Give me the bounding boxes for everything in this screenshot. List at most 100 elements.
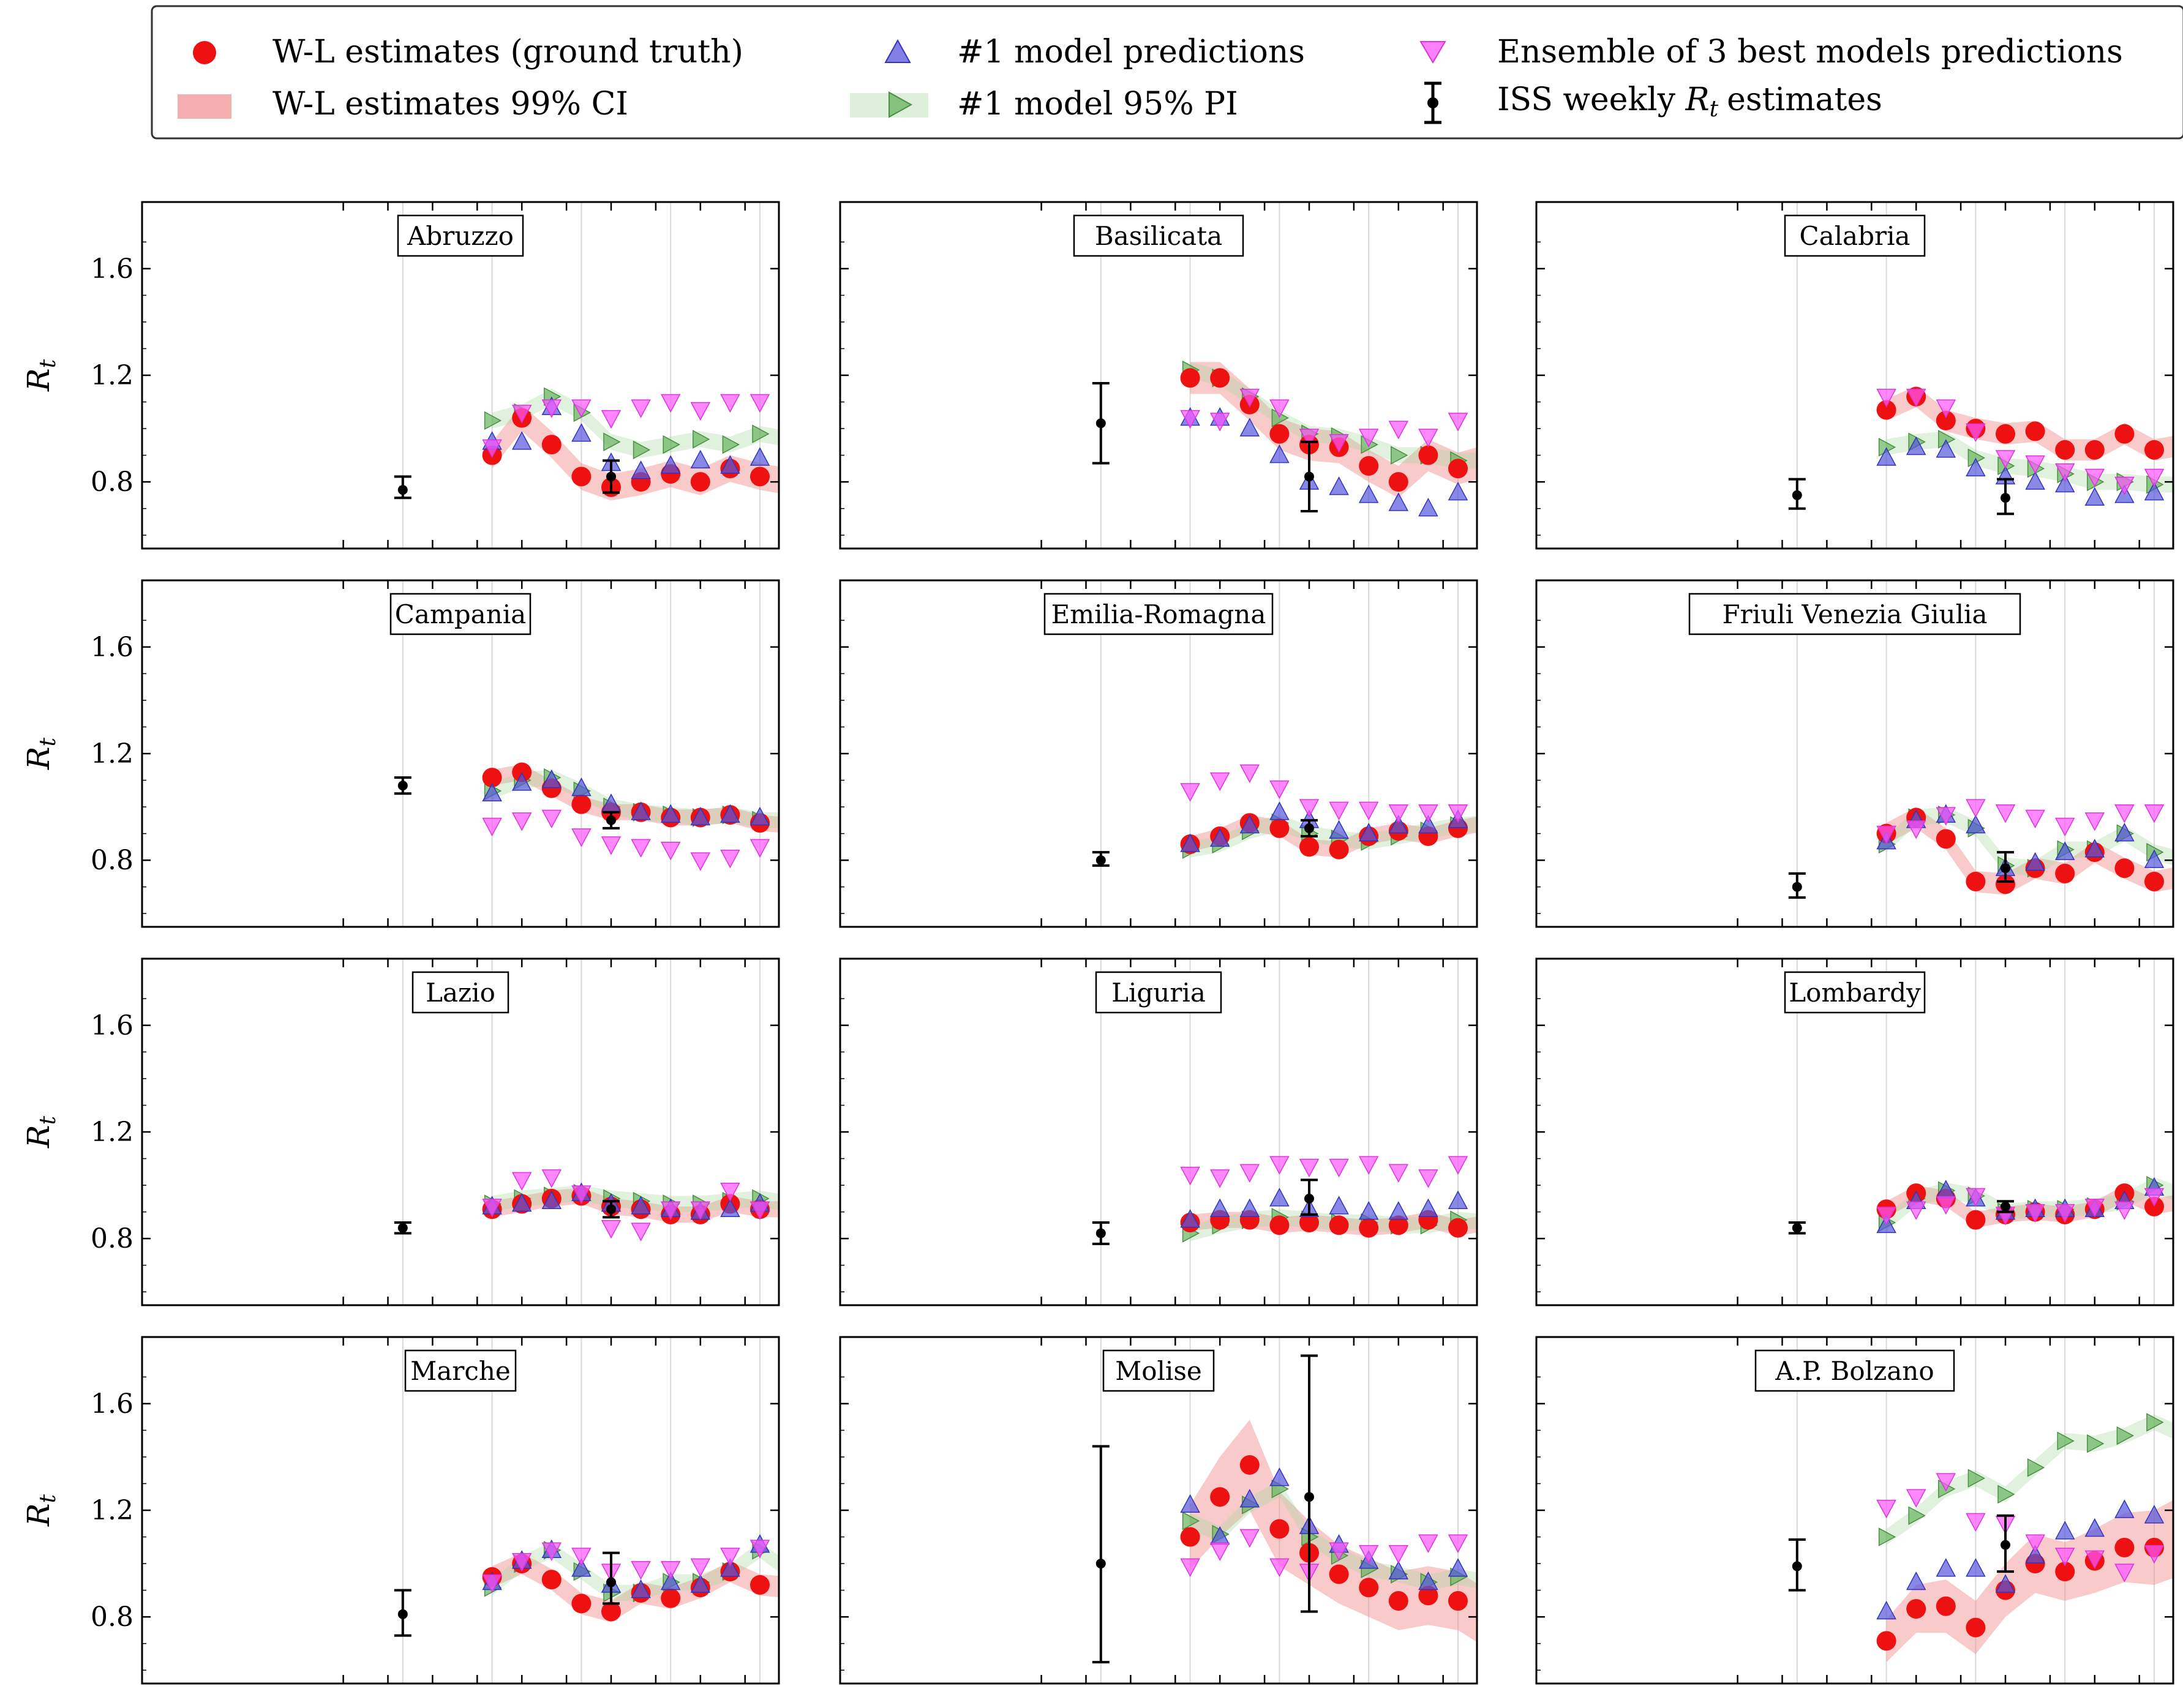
wl-point xyxy=(1478,451,1498,470)
legend: W-L estimates (ground truth) W-L estimat… xyxy=(151,5,2183,140)
ens-marker xyxy=(660,1201,681,1220)
m1-pi-marker xyxy=(812,809,828,826)
plot-area xyxy=(394,1169,779,1242)
panel-title-text: Abruzzo xyxy=(407,221,514,251)
panel-title: Emilia-Romagna xyxy=(1043,593,1274,635)
ens-marker xyxy=(2144,1188,2165,1207)
ens-marker xyxy=(2114,1201,2135,1220)
m1-pi-band xyxy=(1190,1481,1477,1590)
ytick-label: 1.6 xyxy=(91,632,133,663)
ens-marker xyxy=(1269,780,1290,800)
legend-label-wl-ci: W-L estimates 99% CI xyxy=(272,86,628,122)
m1-marker xyxy=(2084,1518,2105,1537)
m1-marker xyxy=(571,1558,592,1577)
ens-marker xyxy=(2144,804,2165,823)
ens-marker xyxy=(1508,424,1527,441)
panel-calabria: Calabria xyxy=(1535,201,2183,550)
ens-marker xyxy=(1388,1164,1409,1183)
panel-title: A.P. Bolzano xyxy=(1754,1349,1955,1392)
wl-point xyxy=(571,466,592,487)
m1-marker xyxy=(781,807,799,825)
wl-point xyxy=(661,1588,681,1608)
ens-marker xyxy=(2054,1548,2075,1567)
legend-label-m1-pi: #1 model 95% PI xyxy=(957,86,1238,122)
plot-area xyxy=(1788,799,2173,899)
ens-marker xyxy=(482,1574,502,1594)
wl-point xyxy=(1299,837,1319,857)
ens-marker xyxy=(1479,807,1497,825)
panel-title-box xyxy=(389,593,532,635)
panel-title-box xyxy=(1784,214,1926,257)
m1-marker xyxy=(1239,1488,1260,1508)
ens-marker xyxy=(750,394,770,413)
ytick-label: 1.6 xyxy=(91,1388,133,1420)
ens-marker xyxy=(1418,1534,1438,1553)
m1-marker xyxy=(2175,1189,2183,1206)
ens-marker xyxy=(482,817,502,837)
ylabel-r: R xyxy=(21,1125,56,1148)
m1-marker xyxy=(1388,1560,1409,1579)
ens-marker xyxy=(631,399,651,418)
m1-marker xyxy=(631,801,651,820)
legend-label-m1: #1 model predictions xyxy=(957,34,1305,70)
m1-marker xyxy=(1269,444,1290,463)
panel-title: Campania xyxy=(389,593,532,635)
m1-marker xyxy=(511,1193,532,1212)
ylabel-subscript: t xyxy=(36,359,61,368)
ytick-label: 0.8 xyxy=(91,1601,133,1633)
m1-pi-marker xyxy=(1510,1598,1526,1615)
panel-title-text: Marche xyxy=(410,1356,511,1386)
wl-point xyxy=(750,466,770,487)
m1-marker xyxy=(541,769,562,788)
ens-marker xyxy=(720,850,740,869)
m1-pi-marker xyxy=(2177,476,2183,493)
ens-marker xyxy=(1209,772,1230,792)
wl-point xyxy=(2114,424,2135,444)
iss-errorbar xyxy=(1788,1221,1806,1235)
ens-marker xyxy=(2144,1545,2165,1564)
panel-title-text: Friuli Venezia Giulia xyxy=(1722,599,1987,629)
wl-point xyxy=(2084,440,2105,460)
legend-marker-wl-ci xyxy=(178,94,231,119)
ens-marker xyxy=(2025,1534,2045,1553)
wl-point xyxy=(1239,1455,1260,1475)
ens-marker xyxy=(1448,804,1468,823)
m1-marker xyxy=(1936,1558,1956,1577)
ens-marker xyxy=(2144,468,2165,488)
panel-title-box xyxy=(397,214,524,257)
ens-marker xyxy=(720,394,740,413)
ens-marker xyxy=(690,1558,711,1578)
wl-point xyxy=(1269,424,1290,444)
m1-pi-marker xyxy=(1391,446,1408,465)
m1-marker xyxy=(810,456,828,473)
m1-pi-marker xyxy=(1997,1485,2015,1504)
m1-marker xyxy=(2025,471,2045,490)
m1-marker xyxy=(781,1551,799,1568)
wl-point xyxy=(1508,1207,1527,1227)
iss-errorbar xyxy=(1301,1354,1318,1613)
wl-point xyxy=(2114,858,2135,878)
ens-marker xyxy=(1906,1489,1926,1508)
ens-marker xyxy=(541,1169,562,1188)
ens-marker xyxy=(810,1546,828,1563)
m1-marker xyxy=(2054,841,2075,860)
ens-marker xyxy=(750,1201,770,1220)
ens-marker xyxy=(1876,389,1896,408)
wl-point xyxy=(1269,818,1290,838)
ens-marker xyxy=(571,828,592,847)
wl-point xyxy=(1936,829,1956,849)
m1-marker xyxy=(1448,481,1468,501)
panel-background xyxy=(142,959,779,1305)
m1-pi-marker xyxy=(663,435,680,454)
wl-point xyxy=(2055,1562,2075,1582)
ens-marker xyxy=(1180,1166,1200,1186)
m1-pi-marker xyxy=(783,1563,798,1580)
ens-marker xyxy=(1239,764,1260,784)
ens-marker xyxy=(1388,1545,1409,1564)
iss-errorbar xyxy=(1301,818,1318,837)
m1-marker xyxy=(660,455,681,474)
ens-marker xyxy=(1209,1542,1230,1561)
ens-marker xyxy=(781,403,799,420)
iss-errorbar xyxy=(394,776,411,795)
panel-title-box xyxy=(1688,593,2021,635)
